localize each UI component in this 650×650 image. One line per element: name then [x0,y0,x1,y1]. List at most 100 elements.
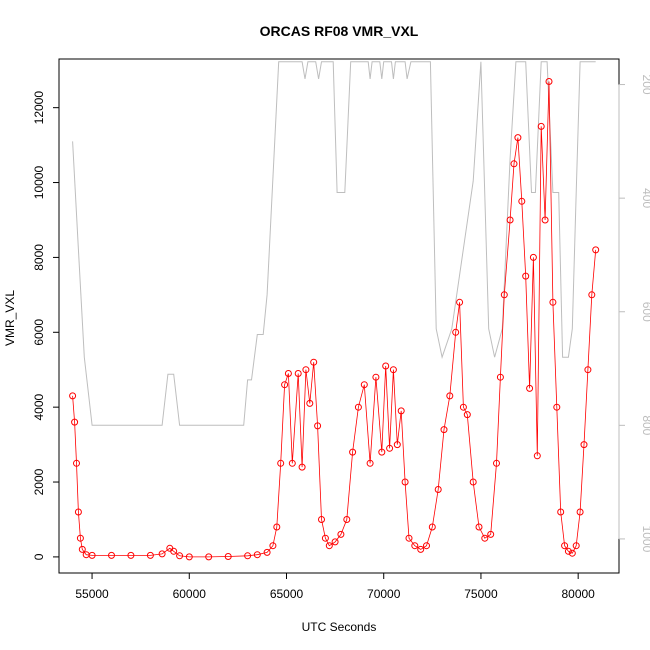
plot-frame [58,58,620,574]
vmr-point [434,486,442,493]
x-tick-label: 65000 [270,587,304,601]
vmr-point [506,216,514,224]
x-tick-label: 80000 [561,587,595,601]
vmr-point [510,160,518,168]
vmr-point [366,459,374,467]
vmr-point [88,551,96,559]
y-tick-label: 0 [32,553,46,560]
vmr-point [108,551,115,559]
vmr-point [549,298,557,306]
vmr-point [526,384,534,392]
pressure-series [72,61,596,426]
x-axis-label: UTC Seconds [302,620,377,634]
vmr-point [306,399,314,407]
vmr-point [514,134,522,142]
vmr-point [463,411,471,419]
vmr-point [428,523,436,531]
vmr-point [572,542,580,550]
vmr-point [78,545,86,553]
vmr-point [360,381,368,389]
vmr-point [386,444,394,452]
vmr-point [456,298,464,306]
vmr-point [337,530,345,538]
y-tick-label: 12000 [32,91,46,125]
vmr-point [224,553,232,560]
vmr-point [529,253,537,261]
vmr-point [452,328,460,336]
vmr-point [518,197,526,205]
y-axis: 0 2000 4000 6000 8000 10000 12000 [32,91,60,560]
right-tick-label: 600 [640,302,650,322]
vmr-point [545,78,553,85]
vmr-point [294,370,302,377]
vmr-point [244,552,252,560]
vmr-point [378,448,386,456]
vmr-point [176,552,184,560]
vmr-point [475,523,483,531]
vmr-point [459,403,467,411]
vmr-point [584,366,592,374]
x-tick-label: 70000 [367,587,401,601]
vmr-point [331,538,339,546]
vmr-point [284,370,292,377]
vmr-point [382,362,390,370]
vmr-point [185,553,193,561]
vmr-point [318,516,325,523]
y-tick-label: 6000 [32,319,46,346]
vmr-point [389,366,397,374]
right-tick-label: 800 [640,415,650,435]
vmr-point [393,441,401,449]
vmr-point [568,549,576,557]
vmr-series [69,78,600,561]
vmr-point [302,366,310,374]
vmr-point [354,403,362,411]
vmr-point [481,534,489,542]
vmr-point [69,392,77,400]
vmr-point [314,422,322,430]
vmr-point [321,534,329,542]
right-tick-label: 400 [640,188,650,208]
vmr-point [553,403,561,411]
y-tick-label: 2000 [32,468,46,495]
vmr-point [576,508,584,516]
vmr-point [269,542,277,550]
vmr-point [263,548,271,556]
x-tick-label: 75000 [464,587,498,601]
vmr-point [446,392,454,400]
y-axis-label: VMR_VXL [3,290,17,346]
vmr-point [417,545,425,553]
vmr-point [533,452,541,460]
vmr-point [592,246,600,254]
vmr-point [537,122,545,130]
vmr-point [372,373,380,381]
y-tick-label: 10000 [32,166,46,200]
vmr-point [146,551,154,559]
vmr-point [71,418,79,426]
vmr-point [170,547,178,555]
vmr-point [281,381,289,389]
vmr-point [74,508,82,516]
vmr-line [72,81,597,558]
vmr-point [205,553,213,561]
vmr-point [423,542,430,550]
vmr-point [288,459,296,467]
vmr-point [500,291,508,299]
vmr-point [493,459,500,467]
vmr-point [522,272,530,280]
vmr-point [487,530,495,538]
y-tick-label: 8000 [32,244,46,271]
vmr-point [397,407,405,415]
chart-title: ORCAS RF08 VMR_VXL [260,23,419,39]
vmr-point [277,459,285,467]
vmr-point [401,478,409,486]
vmr-point [127,551,135,559]
right-tick-label: 200 [640,75,650,95]
x-tick-label: 55000 [75,587,109,601]
vmr-point [469,478,477,486]
right-axis: 200 400 600 800 1000 [618,75,650,553]
vmr-point [298,463,306,471]
y-tick-label: 4000 [32,393,46,420]
vmr-point [158,550,166,558]
vmr-point [580,441,588,449]
